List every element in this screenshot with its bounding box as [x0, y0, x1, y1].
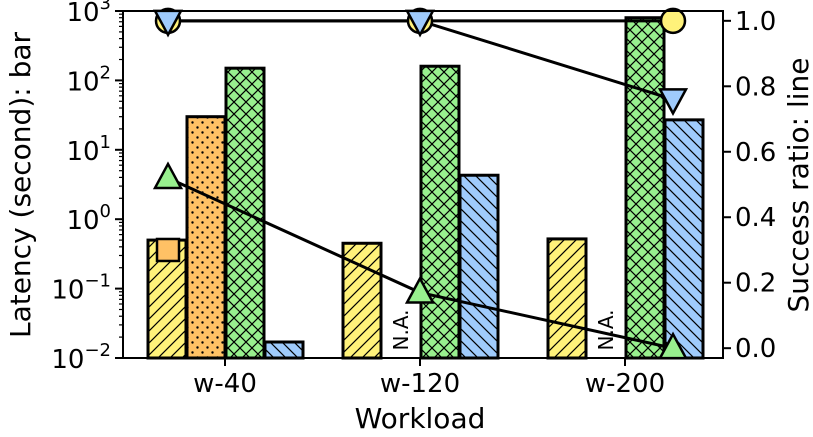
left-tick-label: 100	[66, 201, 111, 236]
circle-marker	[659, 7, 687, 35]
x-tick-label: w-120	[380, 369, 460, 399]
left-tick-label: 10−2	[51, 340, 111, 375]
right-tick-label: 0.2	[735, 269, 776, 299]
right-tick-label: 0.8	[735, 72, 776, 102]
left-tick-label: 103	[66, 0, 111, 28]
left-tick-label: 101	[66, 132, 111, 167]
triangle-up-marker	[404, 275, 436, 304]
left-axis-ticks: 10−2 10−1 100 101 102 103	[51, 0, 123, 375]
right-tick-label: 0.4	[735, 203, 776, 233]
bar-hatch	[419, 64, 461, 360]
right-axis-ticks: 0.0 0.2 0.4 0.6 0.8 1.0	[723, 7, 776, 364]
x-tick-label: w-40	[193, 369, 257, 399]
plot-frame	[122, 10, 724, 359]
x-axis-label: Workload	[355, 402, 486, 435]
bar-hatch	[663, 118, 705, 360]
x-tick-label: w-200	[585, 369, 665, 399]
left-tick-label: 102	[66, 62, 111, 97]
na-label: N.A.	[594, 309, 618, 350]
bar-hatch	[341, 241, 383, 360]
right-tick-label: 1.0	[735, 7, 776, 37]
square-marker	[155, 237, 181, 263]
bar-hatch	[185, 115, 227, 360]
triangle-down-marker	[657, 88, 689, 117]
bar-hatch	[624, 16, 666, 360]
right-tick-label: 0.6	[735, 138, 776, 168]
bar-hatch	[458, 173, 500, 360]
y-axis-label-right: Success ratio: line	[782, 57, 813, 312]
x-axis-ticks: w-40 w-120 w-200	[193, 358, 665, 399]
na-labels: N.A. N.A.	[389, 309, 618, 350]
right-tick-label: 0.0	[735, 334, 776, 364]
bar-hatch	[546, 237, 588, 360]
left-tick-label: 10−1	[51, 271, 111, 306]
triangle-up-marker	[152, 161, 184, 190]
bars-layer	[146, 16, 705, 360]
bar-hatch	[263, 340, 305, 360]
markers-layer	[152, 7, 689, 360]
y-axis-label-left: Latency (second): bar	[4, 31, 37, 338]
na-label: N.A.	[389, 309, 413, 350]
